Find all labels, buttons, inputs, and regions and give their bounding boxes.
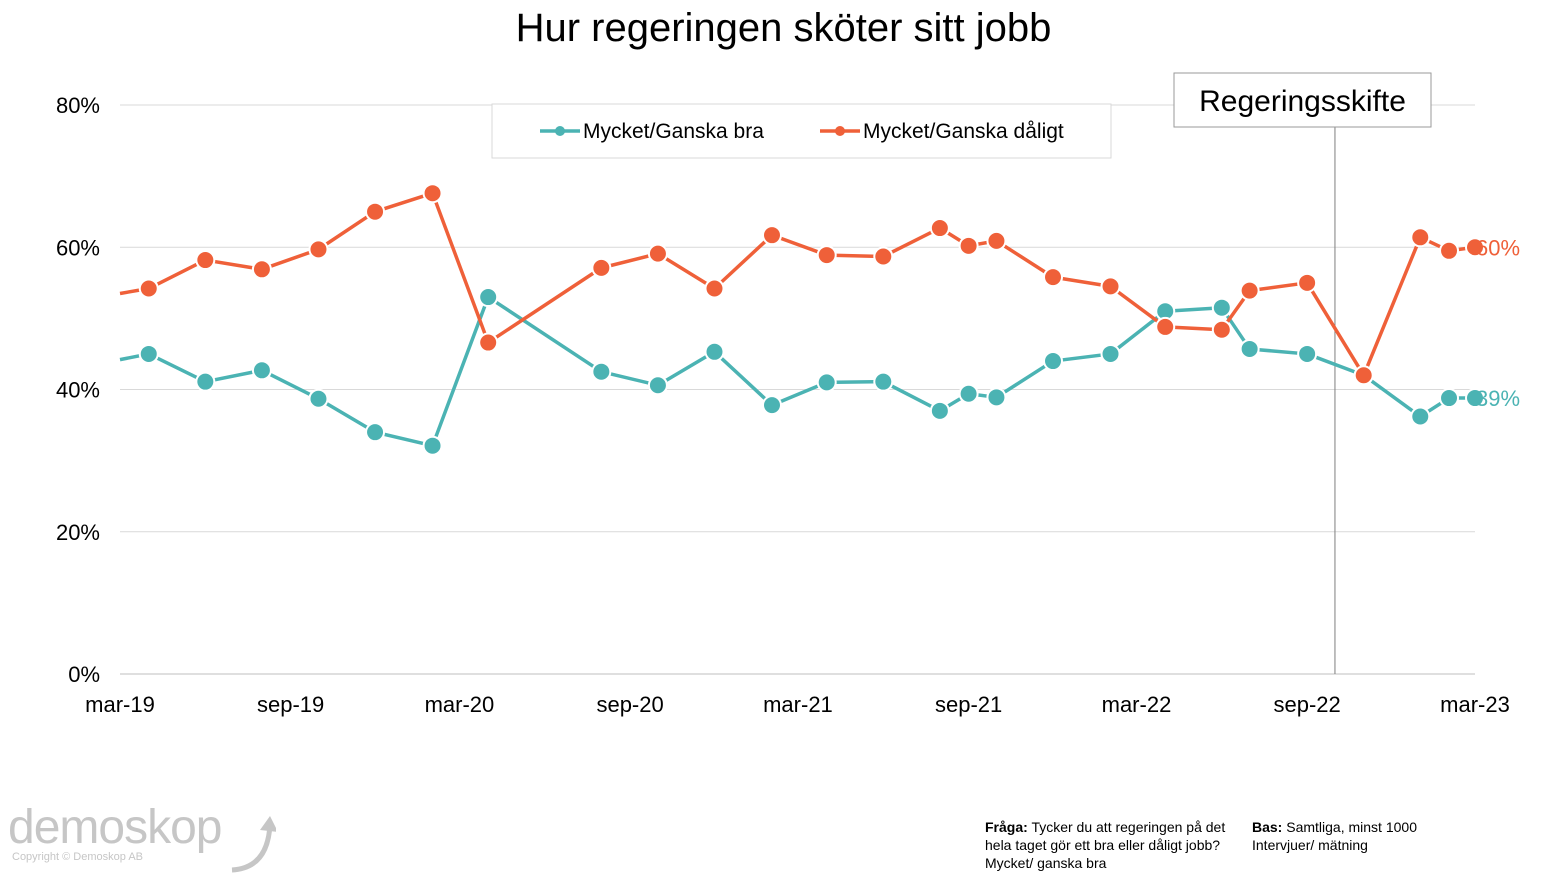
x-tick-label: mar-23 xyxy=(1440,692,1510,717)
data-point xyxy=(1439,388,1460,409)
axes: 0% 20% 40% 60% 80% mar-19 sep-19 mar-20 sep-20 ma… xyxy=(56,93,1510,717)
data-point xyxy=(478,287,499,308)
data-point xyxy=(647,243,668,264)
demoskop-logo: demoskop xyxy=(8,800,276,873)
data-point xyxy=(1353,365,1374,386)
data-point xyxy=(591,257,612,278)
data-point xyxy=(365,422,386,443)
data-point xyxy=(816,372,837,393)
data-point xyxy=(986,230,1007,251)
series-line-0 xyxy=(119,295,1475,448)
data-point xyxy=(1410,227,1431,248)
data-point xyxy=(1043,351,1064,372)
data-point xyxy=(929,218,950,239)
data-point xyxy=(873,246,894,267)
y-tick-label: 80% xyxy=(56,93,100,118)
legend-label: Mycket/Ganska dåligt xyxy=(863,120,1064,143)
data-point xyxy=(1211,319,1232,340)
data-point xyxy=(478,332,499,353)
chart-title: Hur regeringen sköter sitt jobb xyxy=(515,6,1052,50)
y-tick-label: 0% xyxy=(68,662,100,687)
x-tick-label: mar-21 xyxy=(763,692,833,717)
data-point xyxy=(422,435,443,456)
y-tick-label: 60% xyxy=(56,235,100,260)
annotation-label: Regeringsskifte xyxy=(1199,85,1406,118)
data-point xyxy=(1297,343,1318,364)
question-text: Tycker du att regeringen på det hela tag… xyxy=(985,819,1226,871)
data-point xyxy=(1239,280,1260,301)
data-point xyxy=(1465,388,1485,409)
legend-swatch-marker xyxy=(835,126,845,136)
data-point xyxy=(1211,297,1232,318)
data-point xyxy=(704,278,725,299)
data-point xyxy=(422,183,443,204)
data-point xyxy=(761,395,782,416)
data-point xyxy=(1100,276,1121,297)
data-point xyxy=(816,245,837,266)
data-point xyxy=(1100,343,1121,364)
series: 39% 60% xyxy=(119,183,1520,456)
data-point xyxy=(1155,316,1176,337)
legend: Mycket/Ganska bra Mycket/Ganska dåligt xyxy=(491,103,1112,159)
data-point xyxy=(251,360,272,381)
data-point xyxy=(195,250,216,271)
series-line-1 xyxy=(119,191,1476,378)
data-point xyxy=(1410,406,1431,427)
annotation-box xyxy=(1173,72,1432,128)
base-label: Bas: xyxy=(1252,819,1283,835)
logo-arrow-icon xyxy=(231,816,276,873)
base-text: Samtliga, minst 1000 Intervjuer/ mätning xyxy=(1252,819,1417,853)
end-label: 60% xyxy=(1476,235,1520,260)
data-point xyxy=(1465,237,1485,258)
data-point xyxy=(195,371,216,392)
data-point xyxy=(761,225,782,246)
legend-label: Mycket/Ganska bra xyxy=(583,120,764,143)
data-point xyxy=(308,239,329,260)
y-tick-label: 20% xyxy=(56,520,100,545)
data-point xyxy=(1439,240,1460,261)
x-tick-label: sep-20 xyxy=(596,692,663,717)
x-tick-label: mar-19 xyxy=(85,692,155,717)
x-tick-label: mar-22 xyxy=(1102,692,1172,717)
grid-lines xyxy=(120,104,1475,675)
x-tick-label: sep-21 xyxy=(935,692,1002,717)
copyright-text: Copyright © Demoskop AB xyxy=(12,851,143,863)
data-point xyxy=(365,201,386,222)
data-point xyxy=(251,259,272,280)
legend-swatch-marker xyxy=(555,126,565,136)
data-point xyxy=(958,235,979,256)
data-point xyxy=(138,278,159,299)
data-point xyxy=(591,361,612,382)
annotation: Regeringsskifte xyxy=(1173,72,1432,674)
question-label: Fråga: xyxy=(985,819,1028,835)
y-tick-label: 40% xyxy=(56,378,100,403)
logo-text: demoskop xyxy=(8,801,222,854)
data-point xyxy=(1297,272,1318,293)
data-point xyxy=(1043,267,1064,288)
data-point xyxy=(873,371,894,392)
data-point xyxy=(929,400,950,421)
end-label: 39% xyxy=(1476,386,1520,411)
base-footnote: Bas: Samtliga, minst 1000 Intervjuer/ mä… xyxy=(1252,818,1452,854)
data-point xyxy=(308,388,329,409)
data-point xyxy=(138,343,159,364)
x-tick-label: mar-20 xyxy=(425,692,495,717)
data-point xyxy=(958,383,979,404)
data-point xyxy=(704,341,725,362)
legend-box xyxy=(491,103,1112,159)
data-point xyxy=(647,375,668,396)
data-point xyxy=(986,387,1007,408)
data-point xyxy=(1239,338,1260,359)
x-tick-label: sep-22 xyxy=(1273,692,1340,717)
x-tick-label: sep-19 xyxy=(257,692,324,717)
question-footnote: Fråga: Tycker du att regeringen på det h… xyxy=(985,818,1230,872)
